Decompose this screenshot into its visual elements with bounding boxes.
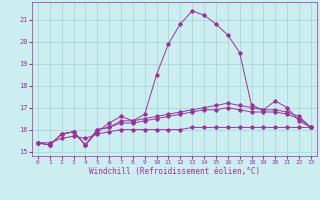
X-axis label: Windchill (Refroidissement éolien,°C): Windchill (Refroidissement éolien,°C): [89, 167, 260, 176]
